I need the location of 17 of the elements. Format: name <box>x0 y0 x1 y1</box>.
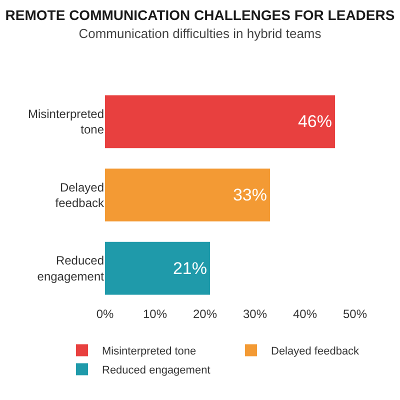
x-tick-label: 30% <box>242 307 268 321</box>
x-tick-label: 50% <box>342 307 368 321</box>
y-tick-label: Delayed feedback <box>55 180 105 210</box>
legend-label: Reduced engagement <box>102 364 210 377</box>
y-tick-label: Misinterpreted tone <box>28 107 104 137</box>
chart-subtitle: Communication difficulties in hybrid teams <box>78 26 322 42</box>
x-tick-label: 40% <box>292 307 318 321</box>
y-tick-label: Reduced engagement <box>37 254 105 284</box>
chart-title: REMOTE COMMUNICATION CHALLENGES FOR LEADERS <box>5 7 395 23</box>
text: 33% <box>232 186 267 204</box>
legend-label: Misinterpreted tone <box>102 346 196 358</box>
x-tick-label: 10% <box>142 307 168 321</box>
text: 21% <box>172 258 207 278</box>
x-tick-label: 0% <box>96 307 114 321</box>
legend-label: Delayed feedback <box>271 346 360 358</box>
x-tick-label: 20% <box>192 307 218 321</box>
text: 46% <box>298 112 332 132</box>
